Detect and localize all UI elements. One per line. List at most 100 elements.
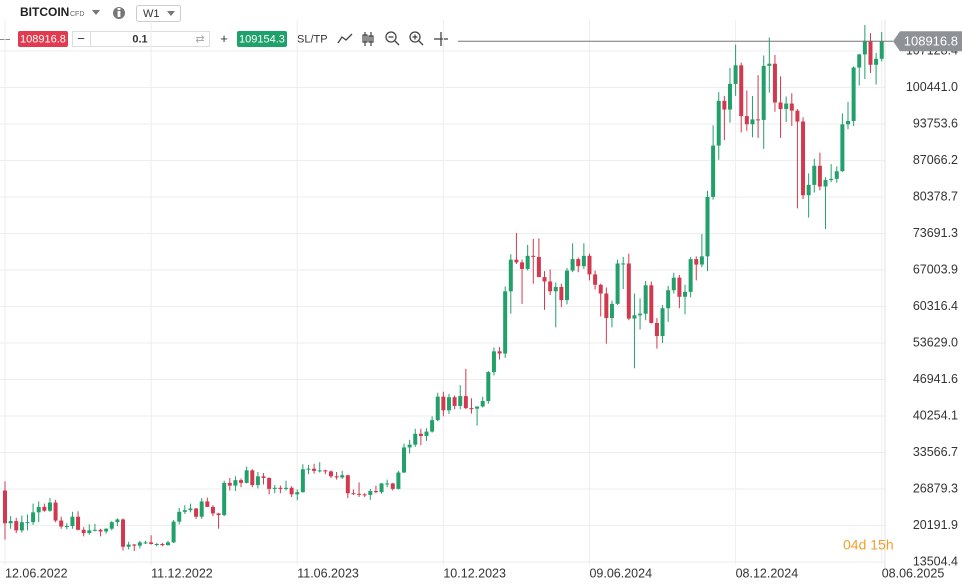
candle-body [137,542,142,546]
candle-body [115,519,120,523]
timeframe: W1 [143,8,160,20]
candle-body [593,274,598,285]
candle-icon[interactable] [362,32,374,46]
candle-body [699,256,704,265]
candle-body [553,286,558,292]
candle-body [621,263,626,265]
candle-body [475,406,480,409]
candle-body [222,482,227,516]
candle-body [463,396,468,409]
zoom-in-icon[interactable] [409,31,424,46]
candle-body [615,263,620,304]
candle-body [357,493,362,495]
candle-body [789,103,794,111]
candle-body [441,396,446,411]
candle-body [199,501,204,517]
candle-body [312,468,317,471]
x-tick-label: 11.12.2022 [151,566,213,580]
candle-body [36,506,41,513]
candle-body [194,508,199,517]
candle-body [104,528,109,532]
candle-body [244,470,249,483]
swap-icon[interactable]: ⇄ [195,33,204,45]
candle-body [834,171,839,179]
candle-body [149,542,154,545]
zoom-out-icon[interactable] [385,31,400,46]
x-tick-label: 12.06.2022 [5,566,68,580]
dropdown-arrow[interactable] [92,10,100,15]
line-chart-icon[interactable] [337,33,353,44]
candle-body [53,502,58,521]
candle-body [654,322,659,337]
candle-body [76,516,81,530]
candle-body [126,544,131,547]
candle-body [812,165,817,185]
candle-body [334,476,339,478]
candle-body [98,529,103,532]
timeframe-select[interactable] [136,5,181,22]
candle-body [823,179,828,187]
y-tick-label: 80378.7 [913,189,958,203]
y-tick-label: 33566.7 [913,445,958,459]
candle-body [795,110,800,122]
candle-body [300,469,305,493]
candle-body [874,58,879,65]
candle-body [210,506,215,514]
dropdown-arrow [167,11,175,16]
candle-body [132,544,137,546]
candle-body [638,313,643,316]
symbol[interactable]: BITCOIN [20,5,69,19]
candle-body [868,40,873,65]
candle-body [851,67,856,122]
candle-body [182,510,187,512]
candle-body [59,520,64,527]
candle-body [272,487,277,489]
candle-body [407,444,412,448]
candle-body [862,40,867,55]
candle-body [536,256,541,278]
candle-body [846,121,850,125]
current-price-tag [893,31,962,52]
candle-body [598,284,603,294]
pan-icon[interactable] [434,32,448,46]
candle-body [514,259,519,263]
volume-input[interactable] [72,31,210,47]
y-tick-label: 40254.1 [913,408,958,422]
countdown: 04d 15h [843,537,894,553]
candle-body [666,290,671,309]
candle-body [47,502,52,511]
candle-body [121,519,126,547]
candle-body [750,119,755,125]
candle-body [250,470,255,486]
sell-price: 108916.8 [20,33,66,45]
y-tick-label: 67003.9 [913,262,958,276]
candle-body [328,471,333,477]
candle-body [609,303,614,319]
candle-body [25,522,30,524]
current-price-label: 108916.8 [904,34,958,49]
candle-body [70,516,75,527]
sell-button[interactable] [18,31,68,47]
candle-body [3,490,7,524]
x-tick-label: 08.06.2025 [882,566,945,580]
candle-body [345,475,350,494]
candle-body [497,351,502,354]
candle-body [879,41,884,59]
minus-button[interactable]: − [77,31,85,46]
plus-button[interactable]: + [220,31,228,46]
candle-body [165,542,170,546]
buy-button[interactable] [237,31,287,47]
candle-body [548,281,553,292]
candle-body [705,196,710,257]
y-tick-label: 87066.2 [913,153,958,167]
y-tick-label: 26879.3 [913,481,958,495]
candle-body [402,447,407,473]
candle-body [570,259,575,271]
candle-body [205,501,210,507]
candle-body [8,521,13,524]
sltp-button[interactable]: SL/TP [297,33,328,45]
buy-price: 109154.3 [239,33,285,45]
candle-body [14,521,19,531]
candle-body [520,262,525,269]
candle-body [81,529,86,534]
